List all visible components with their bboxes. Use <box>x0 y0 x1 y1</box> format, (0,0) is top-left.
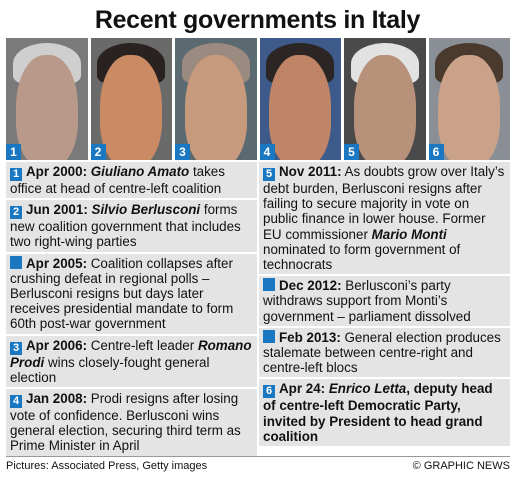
portrait-face <box>184 55 247 160</box>
entry-date: Feb 2013: <box>279 329 341 345</box>
entry-person-name: Silvio Berlusconi <box>91 202 201 218</box>
portrait-5: 5 <box>344 38 426 160</box>
portrait-number-badge: 4 <box>259 144 275 160</box>
timeline-entry: Dec 2012: Berlusconi’s party withdraws s… <box>259 276 510 328</box>
entry-text: wins closely-fought general election <box>10 354 210 385</box>
timeline-entry: Apr 2005: Coalition collapses after crus… <box>6 253 257 336</box>
entry-marker: 2 <box>10 206 22 220</box>
brand-credit: © GRAPHIC NEWS <box>412 460 510 472</box>
photo-credits: Pictures: Associated Press, Getty images <box>6 460 208 472</box>
portrait-number-badge: 3 <box>175 144 190 160</box>
portrait-face <box>15 55 78 160</box>
entry-marker: 4 <box>10 395 22 409</box>
portrait-number-badge: 5 <box>344 144 359 160</box>
entry-text: Prodi resigns after losing vote of confi… <box>10 391 241 454</box>
entry-date: Apr 2005: <box>26 255 88 271</box>
page-title: Recent governments in Italy <box>94 6 421 34</box>
portrait-2: 2 <box>90 38 172 160</box>
portrait-face <box>269 55 332 160</box>
timeline-entry: 6 Apr 24: Enrico Letta, deputy head of ce… <box>259 379 510 449</box>
entry-person-name: Romano Prodi <box>10 337 252 370</box>
portrait-3: 3 <box>175 38 257 160</box>
entry-text: Coalition collapses after crushing defea… <box>10 255 234 332</box>
entry-text: Centre-left leader <box>87 337 198 353</box>
entry-date: Jan 2008: <box>26 391 88 407</box>
portrait-face <box>438 55 501 160</box>
entry-marker: 5 <box>263 168 275 181</box>
timeline-entry: 2 Jun 2001: Silvio Berlusconi forms new c… <box>6 200 257 254</box>
timeline-right-column: 5 Nov 2011: As doubts grow over Italy’s d… <box>259 162 510 449</box>
entry-text: takes office at head of centre-left coal… <box>10 164 225 196</box>
timeline-left-column: 1 Apr 2000: Giuliano Amato takes office a… <box>6 162 257 458</box>
entry-marker: 6 <box>263 385 275 399</box>
timeline-entry: 3 Apr 2006: Centre-left leader Romano Pro… <box>6 335 257 390</box>
timeline-entry: Feb 2013: General election produces stal… <box>259 327 510 380</box>
timeline-entry: 4 Jan 2008: Prodi resigns after losing vo… <box>6 389 257 458</box>
timeline-entry: 5 Nov 2011: As doubts grow over Italy’s d… <box>259 162 510 277</box>
entry-marker <box>10 255 22 269</box>
footer: Pictures: Associated Press, Getty images… <box>6 456 510 472</box>
entry-text: General election produces stalemate betw… <box>263 329 501 376</box>
entry-marker: 3 <box>10 341 22 355</box>
entry-date: Apr 24: <box>279 381 326 397</box>
entry-marker <box>263 329 275 343</box>
entry-person-name: Mario Monti <box>371 226 447 242</box>
portrait-number-badge: 2 <box>90 144 106 160</box>
portrait-6: 6 <box>428 38 510 160</box>
portrait-1: 1 <box>6 38 88 160</box>
portrait-strip: 1 2 3 4 5 6 <box>6 38 510 160</box>
entry-date: Apr 2000: <box>26 164 88 179</box>
portrait-face <box>100 55 163 160</box>
portrait-number-badge: 6 <box>428 144 444 160</box>
entry-marker <box>263 278 275 292</box>
entry-text: , deputy head of centre-left Democratic … <box>263 381 493 444</box>
portrait-number-badge: 1 <box>6 144 21 160</box>
entry-date: Dec 2012: <box>279 278 342 294</box>
portrait-4: 4 <box>259 38 341 160</box>
entry-date: Apr 2006: <box>26 337 88 353</box>
entry-person-name: Enrico Letta <box>328 381 407 397</box>
portrait-face <box>353 55 416 160</box>
entry-text: As doubts grow over Italy’s debt burden,… <box>263 164 505 242</box>
entry-person-name: Giuliano Amato <box>90 164 190 179</box>
entry-text: Berlusconi’s party withdraws support fro… <box>263 278 471 324</box>
timeline-entry: 1 Apr 2000: Giuliano Amato takes office a… <box>6 162 257 201</box>
entry-marker: 1 <box>10 168 22 181</box>
entry-date: Jun 2001: <box>26 202 88 218</box>
entry-text: nominated to form government of technocr… <box>263 241 461 273</box>
entry-text: forms new coalition government that incl… <box>10 202 241 250</box>
entry-date: Nov 2011: <box>279 164 342 179</box>
